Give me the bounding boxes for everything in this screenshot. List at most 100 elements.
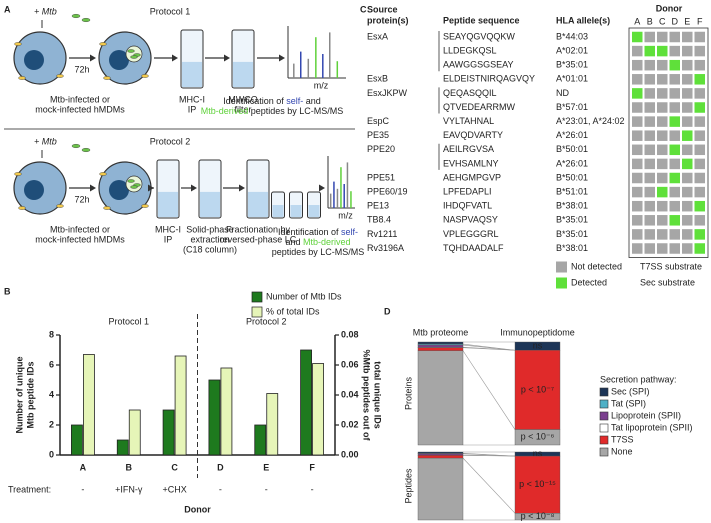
- hla-allele: A*02:01: [556, 45, 588, 55]
- group-label: Protocol 2: [246, 316, 287, 326]
- source-protein: PPE60/19: [367, 186, 408, 196]
- bacterium: [130, 185, 138, 189]
- table-header: Source: [367, 4, 398, 14]
- detection-cell: [657, 130, 668, 141]
- detection-cell: [682, 172, 693, 184]
- infection-label: + Mtb: [34, 136, 57, 146]
- detection-cell: [657, 186, 668, 198]
- segment: [417, 347, 464, 351]
- liquid: [290, 205, 302, 217]
- source-protein: Rv1211: [367, 229, 397, 239]
- detection-cell: [682, 59, 693, 71]
- segment: [417, 453, 464, 456]
- bacterium: [141, 204, 149, 208]
- bar: [266, 393, 279, 456]
- detection-cell: [644, 172, 655, 184]
- bar: [300, 349, 312, 456]
- detection-cell: [632, 158, 643, 170]
- peptide: EAVQDVARTY: [443, 130, 503, 140]
- detection-cell: [669, 144, 680, 156]
- y-axis-title: Mtb peptide IDs: [25, 362, 35, 429]
- annotation: p < 10⁻⁷: [521, 384, 554, 394]
- hla-allele: A*26:01: [556, 158, 588, 168]
- detection-cell: [632, 229, 643, 240]
- detection-cell: [669, 102, 680, 113]
- donor-label: E: [684, 16, 690, 26]
- protocol-title: Protocol 1: [150, 6, 191, 16]
- segment: [417, 341, 464, 345]
- step-label: MWCO: [228, 94, 258, 104]
- peptide: AAWGGSGSEAY: [443, 60, 514, 70]
- arrow-head: [90, 54, 96, 62]
- y2-tick-label: 0.08: [341, 329, 359, 339]
- donor-label: B: [647, 16, 653, 26]
- bacterium: [81, 147, 91, 152]
- segment: [417, 457, 464, 521]
- hla-allele: B*38:01: [556, 201, 588, 211]
- result-text: Identification of self- and: [223, 96, 321, 106]
- bacterium: [71, 143, 81, 148]
- detection-cell: [694, 74, 705, 85]
- rule: [462, 457, 516, 514]
- panel-label: B: [4, 286, 11, 296]
- panel-label: A: [4, 4, 11, 14]
- detection-cell: [694, 116, 705, 127]
- detection-cell: [669, 59, 680, 71]
- result-text: and Mtb-derived: [285, 237, 350, 247]
- bacterium: [81, 18, 91, 23]
- detection-cell: [694, 186, 705, 198]
- panel-label: D: [384, 306, 391, 316]
- detection-cell: [632, 88, 643, 99]
- legend-swatch: [599, 435, 609, 445]
- detection-cell: [632, 215, 643, 226]
- bacterium: [141, 74, 149, 78]
- arrow-head: [148, 184, 154, 192]
- detection-cell: [669, 74, 680, 85]
- detection-cell: [694, 158, 705, 170]
- source-protein: PE35: [367, 130, 389, 140]
- annotation: p < 10⁻⁶: [521, 432, 555, 442]
- detection-cell: [657, 200, 668, 212]
- legend-swatch: [599, 423, 609, 433]
- step-label: extraction: [190, 234, 229, 244]
- legend-swatch: [599, 447, 609, 457]
- result-segment: self-: [286, 96, 303, 106]
- nucleus: [109, 180, 129, 200]
- result-segment: Identification of: [278, 227, 341, 237]
- liquid: [272, 205, 284, 217]
- detection-cell: [669, 130, 680, 141]
- detection-cell: [632, 59, 643, 71]
- segment: [514, 513, 561, 521]
- source-protein: PE13: [367, 201, 389, 211]
- source-protein: TB8.4: [367, 215, 391, 225]
- legend-label: Number of Mtb IDs: [266, 291, 342, 301]
- bar: [128, 409, 141, 456]
- annotation: p < 10⁻¹⁵: [519, 479, 556, 489]
- detection-cell: [632, 144, 643, 156]
- detection-cell: [644, 158, 655, 170]
- y-tick-label: 2: [49, 419, 54, 429]
- legend-title: Secretion pathway:: [600, 374, 677, 384]
- legend-label: Not detected: [571, 261, 622, 271]
- detection-cell: [644, 186, 655, 198]
- infection-label: + Mtb: [34, 6, 57, 16]
- legend-label: T7SS: [611, 434, 634, 444]
- hla-allele: ND: [556, 88, 569, 98]
- treatment: -: [219, 484, 222, 494]
- rule: [462, 344, 516, 351]
- bacterium: [99, 42, 107, 46]
- detection-cell: [632, 186, 643, 198]
- annotation: ns: [533, 448, 543, 458]
- step-label: Fractionation by: [226, 224, 291, 234]
- source-protein: PPE20: [367, 144, 395, 154]
- detection-cell: [632, 172, 643, 184]
- hla-allele: B*50:01: [556, 144, 588, 154]
- y2-tick-label: 0.04: [341, 389, 359, 399]
- cell-label: mock-infected hMDMs: [35, 104, 125, 114]
- bacterium: [18, 206, 26, 210]
- segment: [417, 350, 464, 446]
- detection-cell: [694, 229, 705, 240]
- liquid: [182, 61, 202, 87]
- bar: [254, 424, 267, 456]
- detection-cell: [644, 88, 655, 99]
